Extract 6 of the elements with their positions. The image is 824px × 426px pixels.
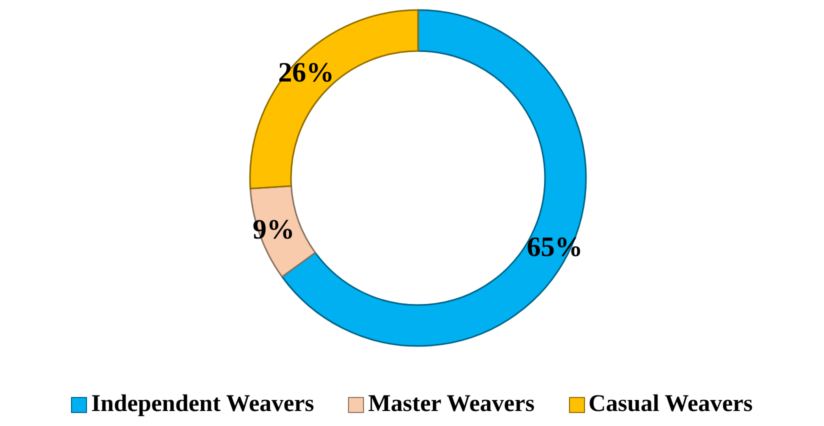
legend-label: Master Weavers [367,391,535,418]
legend-label: Independent Weavers [90,391,314,418]
donut-slice [250,185,316,278]
data-label: 9% [252,214,295,246]
legend-label: Casual Weavers [588,391,753,418]
donut-slice [250,9,419,190]
